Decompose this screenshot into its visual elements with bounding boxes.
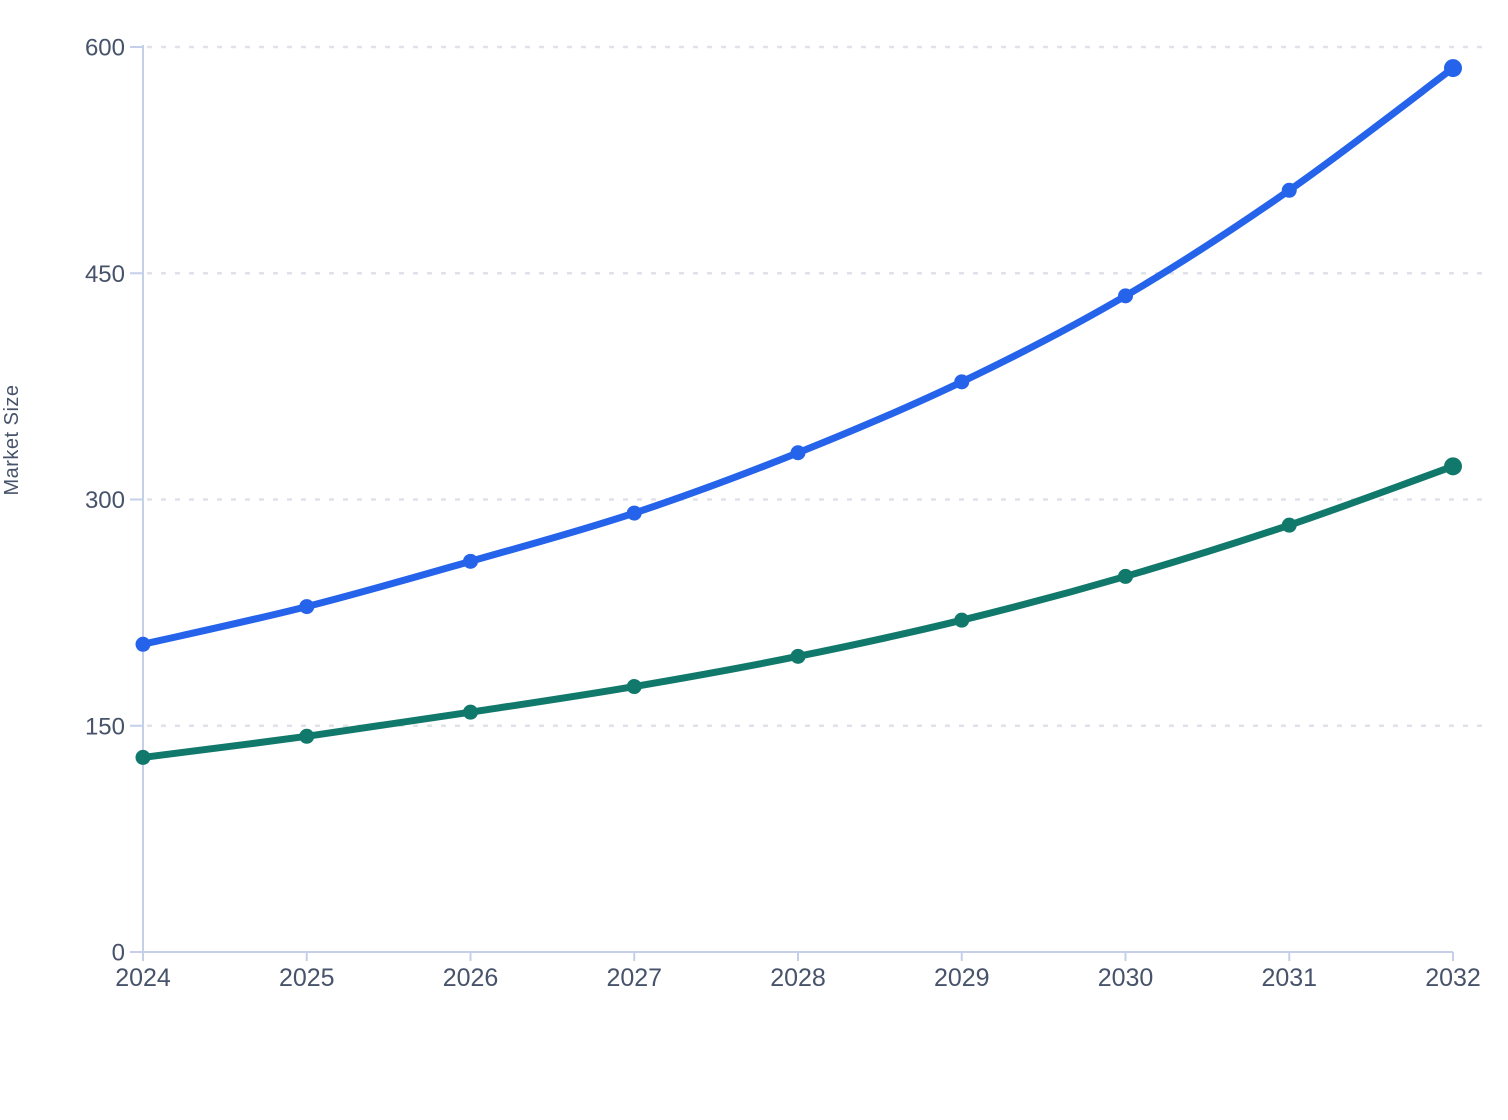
x-tick-label-2031: 2031	[1261, 964, 1317, 992]
series-blue-point-2031	[1281, 182, 1297, 198]
x-tick-label-2026: 2026	[443, 964, 499, 992]
y-tick-label-300: 300	[85, 487, 125, 514]
series-blue-point-2029	[954, 374, 970, 390]
series-green-point-2025	[299, 728, 315, 744]
series-line-blue	[139, 64, 1457, 648]
series-blue-point-2032	[1444, 59, 1462, 78]
series-green-point-2024	[135, 749, 151, 765]
y-axis-title: Market Size	[1, 384, 23, 495]
x-tick-label-2029: 2029	[934, 964, 990, 992]
y-tick-label-0: 0	[112, 940, 125, 967]
series-green-point-2029	[954, 612, 970, 628]
series-blue-point-2026	[463, 553, 478, 569]
y-tick-label-150: 150	[85, 713, 125, 740]
x-tick-label-2030: 2030	[1098, 964, 1154, 992]
x-tick-label-2032: 2032	[1425, 964, 1481, 992]
series-blue-point-2028	[790, 445, 806, 461]
series-blue-point-2025	[299, 599, 315, 615]
series-blue-point-2027	[626, 505, 642, 521]
series-green-point-2031	[1281, 517, 1297, 533]
x-tick-label-2027: 2027	[606, 964, 662, 992]
x-tick-label-2028: 2028	[770, 964, 826, 992]
y-tick-label-600: 600	[85, 35, 125, 62]
series-green-point-2028	[790, 648, 806, 664]
series-blue-point-2030	[1118, 288, 1133, 304]
series-green-point-2027	[626, 679, 642, 695]
x-tick-label-2025: 2025	[279, 964, 335, 992]
series-line-green	[139, 462, 1457, 761]
y-tick-label-450: 450	[85, 261, 125, 288]
x-tick-label-2024: 2024	[115, 964, 171, 992]
series-green-point-2032	[1444, 457, 1462, 476]
series-blue-point-2024	[135, 636, 151, 652]
series-green-point-2026	[463, 704, 478, 720]
series-green-point-2030	[1118, 568, 1133, 584]
